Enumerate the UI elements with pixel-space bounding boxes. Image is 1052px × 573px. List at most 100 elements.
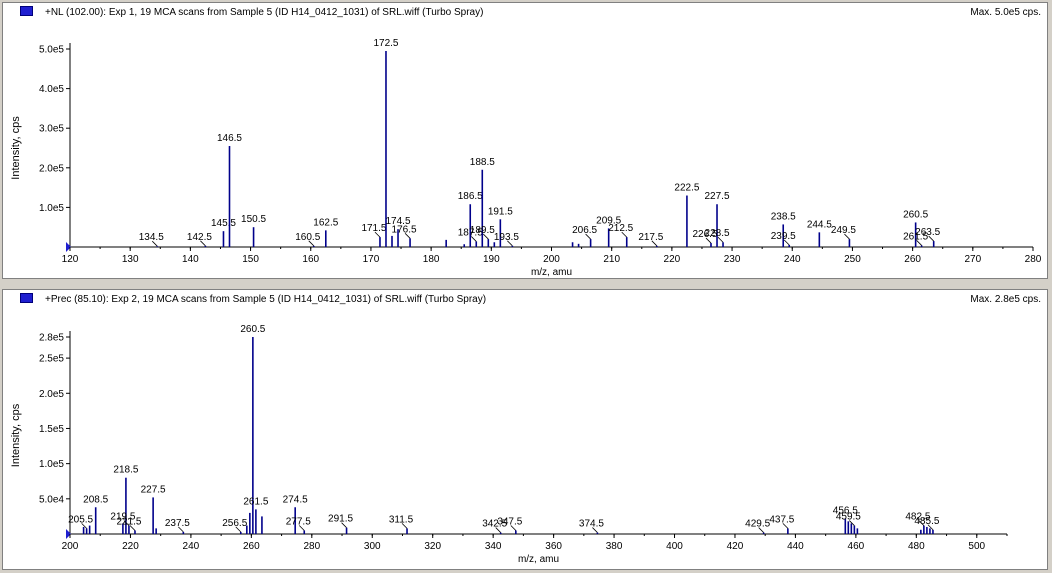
x-tick-label: 120 bbox=[62, 254, 79, 265]
x-tick-label: 190 bbox=[483, 254, 500, 265]
y-tick-label: 2.0e5 bbox=[39, 163, 64, 174]
peak-label: 160.5 bbox=[295, 232, 320, 243]
peak-label-leader bbox=[510, 525, 517, 531]
x-tick-label: 240 bbox=[784, 254, 801, 265]
peak-label-leader bbox=[782, 523, 789, 529]
x-tick-label: 270 bbox=[964, 254, 981, 265]
peak-label: 176.5 bbox=[392, 224, 417, 235]
x-tick-label: 480 bbox=[908, 541, 925, 552]
x-tick-label: 250 bbox=[844, 254, 861, 265]
peak-label: 186.5 bbox=[458, 191, 483, 202]
peak-label: 274.5 bbox=[283, 494, 308, 505]
peak-label: 238.5 bbox=[771, 211, 796, 222]
peak-label: 261.5 bbox=[903, 231, 928, 242]
peak-label-leader bbox=[585, 233, 591, 240]
peak-label: 193.5 bbox=[494, 232, 519, 243]
peak-label: 187.5 bbox=[458, 227, 483, 238]
peak-label-leader bbox=[298, 525, 305, 531]
peak-label: 217.5 bbox=[638, 232, 663, 243]
x-tick-label: 280 bbox=[1025, 254, 1042, 265]
peak-label: 142.5 bbox=[187, 232, 212, 243]
peak-label-leader bbox=[123, 520, 130, 526]
x-tick-label: 210 bbox=[603, 254, 620, 265]
peak-label-leader bbox=[717, 236, 724, 243]
peak-label-leader bbox=[308, 240, 315, 247]
spectrum-panel-bottom: +Prec (85.10): Exp 2, 19 MCA scans from … bbox=[2, 289, 1048, 570]
x-tick-label: 400 bbox=[666, 541, 683, 552]
peak-label-leader bbox=[341, 522, 347, 528]
peak-label: 146.5 bbox=[217, 133, 242, 144]
peak-label: 189.5 bbox=[470, 225, 495, 236]
y-tick-label: 2.0e5 bbox=[39, 389, 64, 400]
baseline-marker-icon bbox=[66, 242, 71, 252]
x-tick-label: 160 bbox=[302, 254, 319, 265]
peak-label-leader bbox=[483, 233, 489, 240]
y-tick-label: 5.0e4 bbox=[39, 494, 64, 505]
spectrum-title: +NL (102.00): Exp 1, 19 MCA scans from S… bbox=[45, 7, 484, 18]
trace-color-icon[interactable] bbox=[20, 6, 33, 16]
trace-color-icon[interactable] bbox=[20, 293, 33, 303]
y-tick-label: 1.0e5 bbox=[39, 203, 64, 214]
peak-label: 218.5 bbox=[113, 465, 138, 476]
peak-label: 482.5 bbox=[905, 512, 930, 523]
panel-header: +Prec (85.10): Exp 2, 19 MCA scans from … bbox=[3, 290, 1047, 308]
peak-label: 459.5 bbox=[836, 512, 861, 523]
peak-label-leader bbox=[81, 523, 87, 529]
peak-label: 239.5 bbox=[771, 231, 796, 242]
peak-label-leader bbox=[621, 231, 628, 238]
peak-label-leader bbox=[783, 239, 790, 246]
peak-label-leader bbox=[918, 520, 925, 526]
peak-label: 134.5 bbox=[139, 232, 164, 243]
peak-label: 260.5 bbox=[903, 209, 928, 220]
y-tick-label: 2.5e5 bbox=[39, 354, 64, 365]
peak-label: 171.5 bbox=[361, 223, 386, 234]
peak-label-leader bbox=[401, 523, 408, 529]
spectrum-plot-top[interactable]: 120 130 140 150 160 170 180 190 200 210 220 230 240 2… bbox=[3, 3, 1047, 278]
x-axis-label: m/z, amu bbox=[518, 554, 559, 565]
peak-label-leader bbox=[758, 527, 764, 533]
y-tick-label: 4.0e5 bbox=[39, 84, 64, 95]
spectrum-plot-bottom[interactable]: 200 220 240 260 280 300 320 340 360 380 400 420 440 4… bbox=[3, 290, 1047, 569]
peak-label: 485.5 bbox=[914, 516, 939, 527]
peak-label-leader bbox=[592, 527, 598, 533]
y-tick-label: 2.8e5 bbox=[39, 333, 64, 344]
peak-label-leader bbox=[651, 240, 658, 247]
y-axis-label: Intensity, cps bbox=[10, 116, 22, 180]
peak-label: 212.5 bbox=[608, 223, 633, 234]
y-tick-label: 1.0e5 bbox=[39, 459, 64, 470]
peak-label: 227.5 bbox=[705, 191, 730, 202]
x-tick-label: 130 bbox=[122, 254, 139, 265]
peak-label: 222.5 bbox=[674, 183, 699, 194]
peak-label-leader bbox=[495, 527, 502, 533]
peak-label-leader bbox=[849, 520, 855, 526]
x-tick-label: 220 bbox=[122, 541, 139, 552]
peak-label: 263.5 bbox=[915, 227, 940, 238]
y-tick-label: 3.0e5 bbox=[39, 124, 64, 135]
peak-label-leader bbox=[404, 233, 411, 239]
x-axis-label: m/z, amu bbox=[531, 267, 572, 278]
peak-label: 456.5 bbox=[833, 506, 858, 517]
x-tick-label: 500 bbox=[968, 541, 985, 552]
x-tick-label: 280 bbox=[303, 541, 320, 552]
x-tick-label: 200 bbox=[62, 541, 79, 552]
peak-label: 191.5 bbox=[488, 206, 513, 217]
peak-label: 311.5 bbox=[389, 514, 414, 525]
peak-label: 227.5 bbox=[141, 484, 166, 495]
peak-label: 261.5 bbox=[243, 496, 268, 507]
peak-label: 206.5 bbox=[572, 225, 597, 236]
peak-label: 429.5 bbox=[745, 519, 770, 530]
peak-label: 174.5 bbox=[386, 216, 411, 227]
peak-label: 228.5 bbox=[705, 228, 730, 239]
x-tick-label: 180 bbox=[423, 254, 440, 265]
x-tick-label: 200 bbox=[543, 254, 560, 265]
peak-label-leader bbox=[470, 236, 477, 242]
peak-label: 249.5 bbox=[831, 225, 856, 236]
spectrum-title: +Prec (85.10): Exp 2, 19 MCA scans from … bbox=[45, 294, 487, 305]
x-tick-label: 460 bbox=[848, 541, 865, 552]
peak-label: 221.5 bbox=[116, 516, 141, 527]
x-tick-label: 230 bbox=[724, 254, 741, 265]
peak-label: 291.5 bbox=[328, 514, 353, 525]
peak-label: 150.5 bbox=[241, 214, 266, 225]
peak-label: 188.5 bbox=[470, 157, 495, 168]
x-tick-label: 320 bbox=[424, 541, 441, 552]
